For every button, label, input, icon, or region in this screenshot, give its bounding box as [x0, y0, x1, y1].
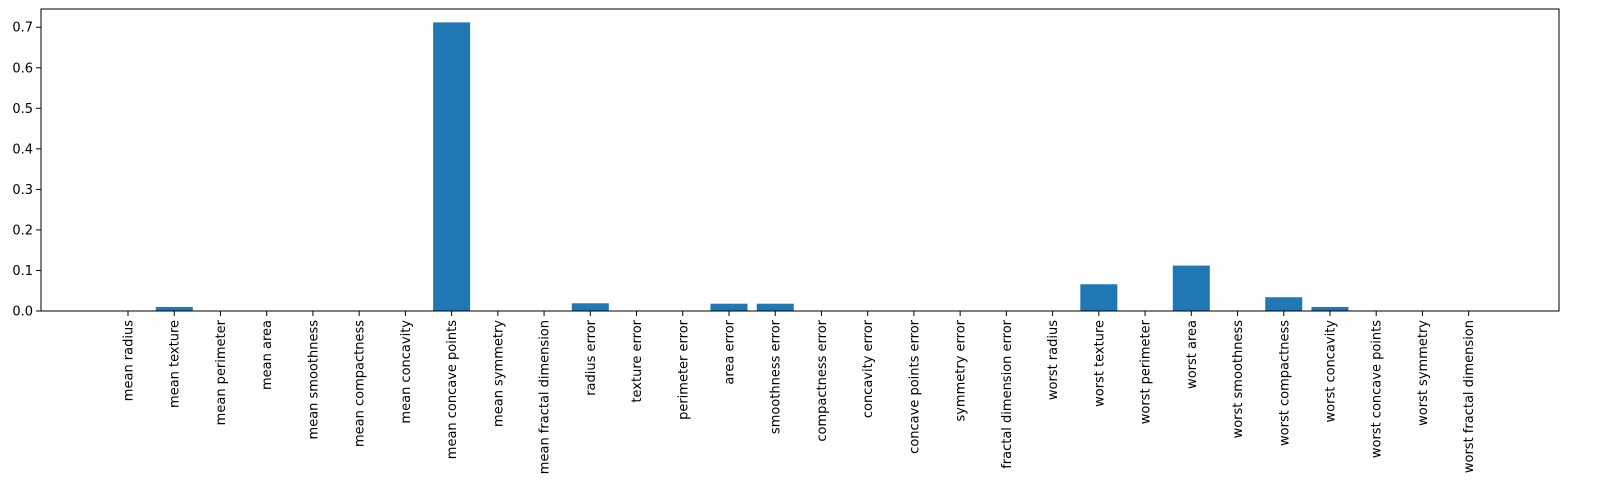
- x-tick-label: worst smoothness: [1231, 320, 1246, 439]
- x-tick-label: texture error: [630, 319, 645, 402]
- x-tick-label: worst texture: [1092, 320, 1107, 407]
- y-tick-label: 0.6: [12, 61, 33, 76]
- bar: [1311, 306, 1349, 311]
- bar: [571, 303, 609, 311]
- x-tick-label: mean perimeter: [214, 319, 229, 425]
- x-tick-label: worst compactness: [1277, 320, 1292, 446]
- bar: [155, 306, 193, 311]
- x-tick-label: fractal dimension error: [1000, 319, 1015, 468]
- x-tick-label: worst radius: [1046, 320, 1061, 400]
- bar: [756, 303, 794, 311]
- bar: [1080, 284, 1118, 311]
- x-tick-label: mean smoothness: [306, 320, 321, 440]
- bar: [710, 303, 748, 311]
- x-tick-label: worst perimeter: [1139, 319, 1154, 424]
- x-tick-label: concavity error: [861, 319, 876, 418]
- y-tick-label: 0.4: [12, 142, 33, 157]
- x-tick-label: compactness error: [815, 319, 830, 441]
- x-tick-label: mean symmetry: [491, 320, 506, 427]
- x-tick-label: perimeter error: [676, 319, 691, 420]
- x-tick-label: smoothness error: [769, 319, 784, 434]
- x-tick-label: worst concavity: [1323, 320, 1338, 423]
- bar: [1172, 265, 1210, 311]
- y-tick-label: 0.3: [12, 183, 33, 198]
- x-tick-label: concave points error: [907, 319, 922, 453]
- x-tick-label: radius error: [584, 319, 599, 395]
- y-axis: 0.0 0.1 0.2 0.3 0.4 0.5 0.6 0.7: [12, 21, 41, 320]
- plot-frame: [40, 8, 1560, 312]
- y-tick-label: 0.0: [12, 305, 33, 320]
- bars: [155, 22, 1349, 311]
- x-tick-label: worst area: [1185, 320, 1200, 389]
- x-tick-label: mean texture: [168, 320, 183, 408]
- x-tick-label: mean concavity: [399, 320, 414, 424]
- x-tick-label: mean radius: [122, 320, 137, 401]
- y-tick-label: 0.5: [12, 102, 33, 117]
- x-tick-label: mean concave points: [445, 320, 460, 459]
- x-axis: mean radius mean texture mean perimeter mea…: [122, 311, 1477, 474]
- y-tick-label: 0.2: [12, 223, 33, 238]
- x-tick-label: worst symmetry: [1416, 320, 1431, 426]
- x-tick-label: mean compactness: [353, 320, 368, 447]
- bar: [433, 22, 471, 311]
- x-tick-label: area error: [722, 319, 737, 384]
- y-tick-label: 0.7: [12, 21, 33, 36]
- x-tick-label: worst fractal dimension: [1462, 320, 1477, 473]
- x-tick-label: mean area: [260, 320, 275, 390]
- x-tick-label: symmetry error: [954, 319, 969, 421]
- x-tick-label: mean fractal dimension: [538, 320, 553, 474]
- y-tick-label: 0.1: [12, 264, 33, 279]
- x-tick-label: worst concave points: [1370, 320, 1385, 458]
- bar: [1265, 297, 1303, 311]
